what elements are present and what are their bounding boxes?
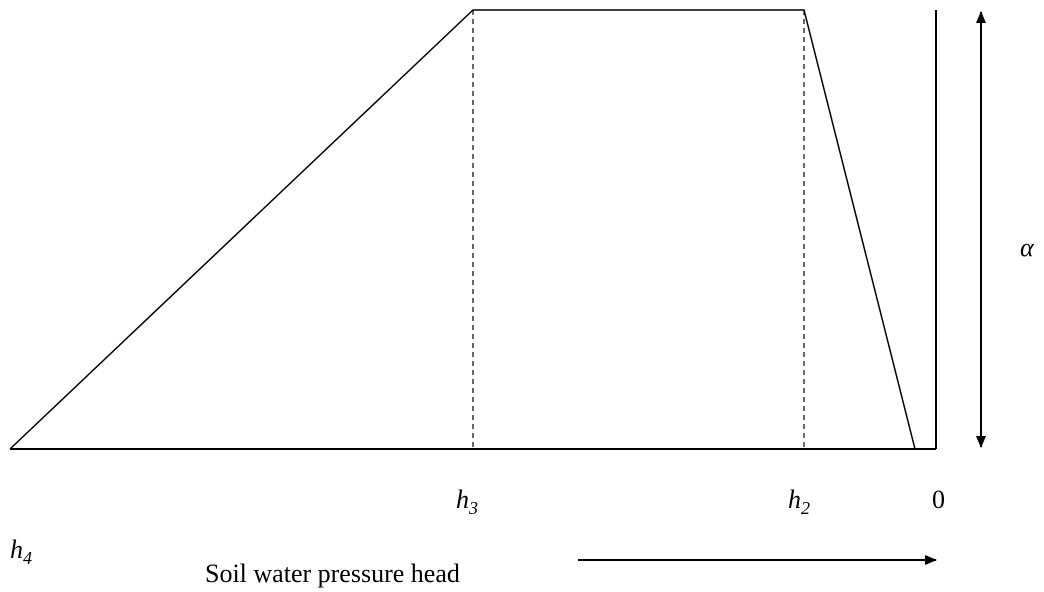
h2-label: h2 <box>788 485 810 518</box>
h3-sub: 3 <box>468 498 478 518</box>
alpha-label: α <box>1020 233 1035 262</box>
h2-sub: 2 <box>801 498 810 518</box>
h4-sub: 4 <box>23 548 32 568</box>
h4-label: h4 <box>10 535 32 568</box>
stress-curve <box>9 9 916 450</box>
zero-label: 0 <box>932 485 945 514</box>
h4-text: h <box>10 535 23 564</box>
h3-label: h3 <box>456 485 478 518</box>
h3-text: h <box>456 485 469 514</box>
h2-text: h <box>788 485 801 514</box>
axis-label: Soil water pressure head <box>205 559 460 588</box>
